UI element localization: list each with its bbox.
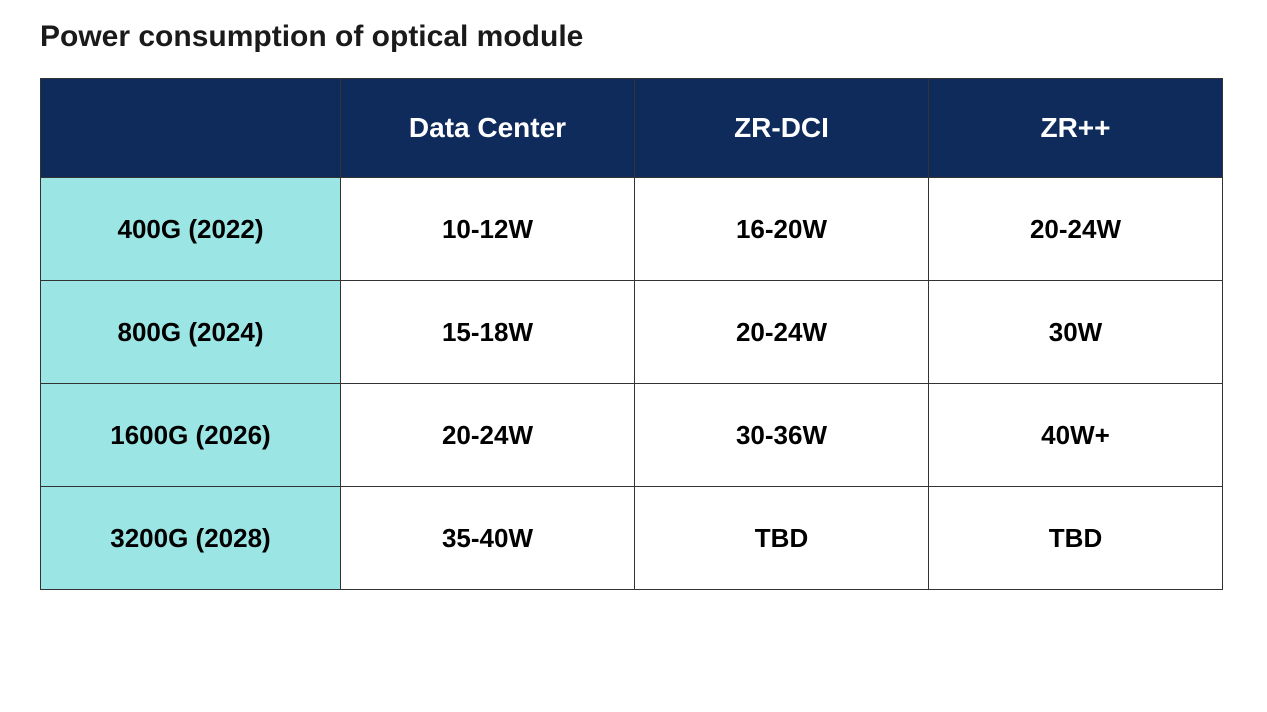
cell: 35-40W xyxy=(341,487,635,590)
cell: 20-24W xyxy=(929,178,1223,281)
row-label: 800G (2024) xyxy=(41,281,341,384)
table-header-corner xyxy=(41,79,341,178)
cell: 15-18W xyxy=(341,281,635,384)
table-row: 1600G (2026) 20-24W 30-36W 40W+ xyxy=(41,384,1223,487)
cell: 40W+ xyxy=(929,384,1223,487)
cell: 30-36W xyxy=(635,384,929,487)
table-row: 400G (2022) 10-12W 16-20W 20-24W xyxy=(41,178,1223,281)
table-row: 800G (2024) 15-18W 20-24W 30W xyxy=(41,281,1223,384)
cell: TBD xyxy=(635,487,929,590)
row-label: 3200G (2028) xyxy=(41,487,341,590)
page: Power consumption of optical module Data… xyxy=(0,0,1267,610)
table-row: 3200G (2028) 35-40W TBD TBD xyxy=(41,487,1223,590)
page-title: Power consumption of optical module xyxy=(40,20,1227,54)
power-table: Data Center ZR-DCI ZR++ 400G (2022) 10-1… xyxy=(40,78,1223,590)
cell: 20-24W xyxy=(341,384,635,487)
cell: 16-20W xyxy=(635,178,929,281)
row-label: 400G (2022) xyxy=(41,178,341,281)
cell: 10-12W xyxy=(341,178,635,281)
cell: 20-24W xyxy=(635,281,929,384)
table-header-datacenter: Data Center xyxy=(341,79,635,178)
table-header-row: Data Center ZR-DCI ZR++ xyxy=(41,79,1223,178)
table-header-zrpp: ZR++ xyxy=(929,79,1223,178)
cell: 30W xyxy=(929,281,1223,384)
table-header-zrdci: ZR-DCI xyxy=(635,79,929,178)
row-label: 1600G (2026) xyxy=(41,384,341,487)
cell: TBD xyxy=(929,487,1223,590)
